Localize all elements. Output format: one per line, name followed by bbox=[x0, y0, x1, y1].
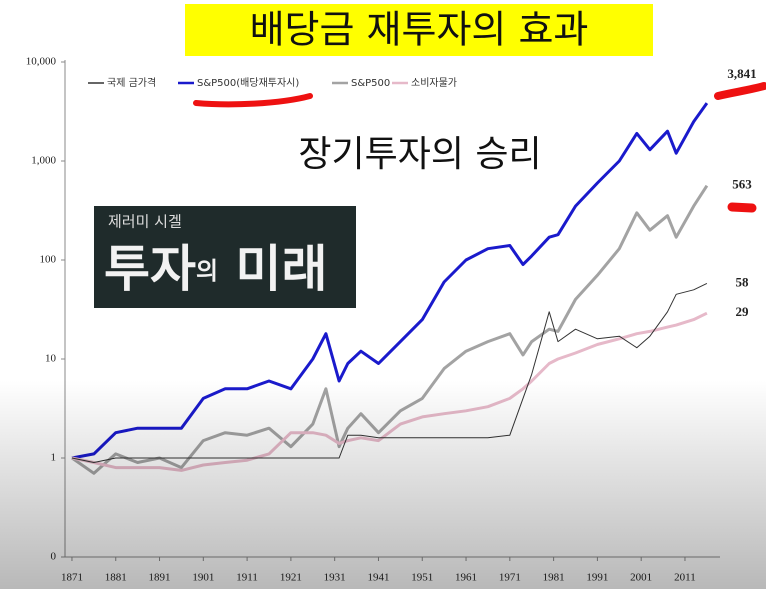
book-title-part: 투자 bbox=[104, 240, 196, 298]
y-tick-label: 100 bbox=[40, 254, 57, 266]
x-tick-label: 1871 bbox=[61, 572, 83, 584]
book-cover: 제러미 시겔 투자의 미래 bbox=[94, 206, 356, 308]
legend-label: S&P500 bbox=[351, 78, 390, 89]
title-highlight bbox=[185, 4, 653, 56]
book-title: 투자의 미래 bbox=[104, 240, 328, 298]
legend-label: S&P500(배당재투자시) bbox=[197, 77, 299, 89]
x-tick-label: 1961 bbox=[455, 572, 477, 584]
end-value-label: 3,841 bbox=[727, 66, 756, 81]
x-tick-label: 2011 bbox=[674, 572, 696, 584]
end-value-label: 58 bbox=[736, 274, 750, 289]
end-value-label: 29 bbox=[736, 304, 750, 319]
x-tick-label: 1891 bbox=[149, 572, 171, 584]
chart-title: 배당금 재투자의 효과 bbox=[250, 8, 589, 52]
plot: 0 1 10 100 1,000 10,000 1871 1881 1891 1901 1911 19… bbox=[26, 56, 757, 584]
x-tick-label: 1931 bbox=[324, 572, 346, 584]
x-tick-label: 1901 bbox=[192, 572, 214, 584]
x-tick-label: 1981 bbox=[543, 572, 565, 584]
legend-item: S&P500 bbox=[332, 78, 390, 89]
x-tick-label: 1971 bbox=[499, 572, 521, 584]
annotation: 장기투자의 승리 bbox=[298, 134, 541, 175]
y-tick-label: 0 bbox=[51, 551, 57, 563]
book-title-part: 의 bbox=[196, 257, 218, 285]
end-value-label: 563 bbox=[732, 177, 752, 192]
y-tick-label: 1,000 bbox=[31, 155, 56, 167]
book-background bbox=[94, 206, 356, 308]
red-underline bbox=[193, 93, 313, 108]
legend-item: S&P500(배당재투자시) bbox=[178, 77, 299, 89]
y-tick-label: 10 bbox=[45, 353, 57, 365]
legend-label: 소비자물가 bbox=[411, 77, 457, 89]
series-line bbox=[71, 282, 708, 463]
x-tick-label: 1881 bbox=[105, 572, 127, 584]
x-tick-label: 1911 bbox=[236, 572, 258, 584]
y-tick-label: 1 bbox=[51, 452, 57, 464]
series-line bbox=[71, 102, 709, 460]
legend-item: 국제 금가격 bbox=[88, 76, 156, 89]
book-author: 제러미 시겔 bbox=[108, 213, 182, 231]
legend-label: 국제 금가격 bbox=[107, 76, 156, 89]
x-tick-label: 1991 bbox=[586, 572, 608, 584]
x-tick-label: 1941 bbox=[367, 572, 389, 584]
red-mark bbox=[714, 82, 766, 100]
red-mark bbox=[727, 202, 757, 213]
series-line bbox=[71, 184, 709, 475]
x-tick-label: 1951 bbox=[411, 572, 433, 584]
legend-item: 소비자물가 bbox=[392, 77, 457, 89]
book-title-part: 미래 bbox=[218, 240, 327, 298]
x-tick-label: 2001 bbox=[630, 572, 652, 584]
x-tick-label: 1921 bbox=[280, 572, 302, 584]
y-tick-label: 10,000 bbox=[26, 56, 57, 68]
